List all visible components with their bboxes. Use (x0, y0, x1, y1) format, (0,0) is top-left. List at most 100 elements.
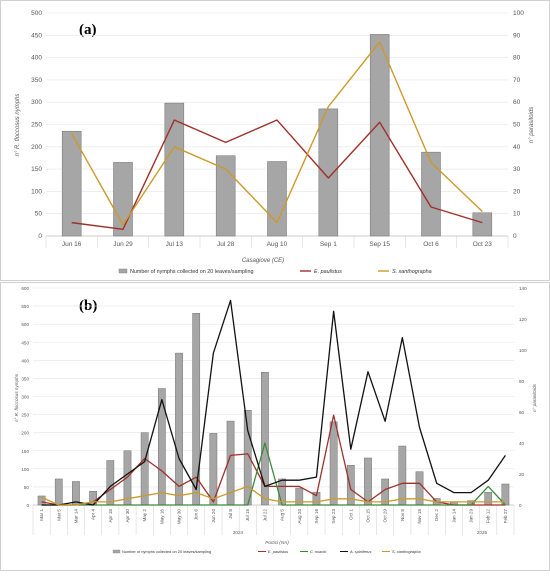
bar (54, 478, 63, 506)
x-tick-label: Jul 15 (245, 509, 250, 522)
y-left-tick-label: 250 (21, 413, 29, 418)
x-tick-label: Jun 16 (62, 241, 82, 248)
bar (140, 432, 149, 506)
panel-b-legend: Number of nymphs collected on 20 leaves/… (112, 549, 421, 554)
y-left-tick-label: 450 (31, 32, 42, 39)
y-right-tick-label: 100 (513, 10, 524, 17)
series-line (41, 414, 506, 506)
y-left-tick-label: 400 (21, 358, 29, 363)
y-left-tick-label: 100 (21, 467, 29, 472)
legend-b-label-e-paulistus: E. paulistus (268, 549, 288, 554)
y-right-tick-label: 30 (513, 166, 521, 173)
x-tick-label: Feb 27 (503, 509, 508, 524)
y-right-tick-label: 50 (513, 122, 521, 129)
y-left-tick-label: 150 (31, 166, 42, 173)
y-right-tick-label: 80 (513, 55, 521, 62)
y-left-tick-label: 0 (38, 233, 42, 240)
y-right-tick-label: 40 (513, 144, 521, 151)
bar (61, 130, 82, 237)
y-left-tick-label: 50 (35, 211, 43, 218)
panel-a-chart: (a) Casagiove (CE) n° R. floccosus nymph… (0, 0, 550, 281)
y-left-tick-label: 200 (31, 144, 42, 151)
bar (192, 313, 201, 506)
bar (267, 161, 287, 237)
y-left-tick-label: 500 (31, 10, 42, 17)
x-tick-label: Sep 15 (369, 241, 390, 248)
series-line (41, 442, 506, 506)
x-tick-label: Nov 15 (417, 509, 422, 524)
x-tick-label: Mar 1 (39, 509, 44, 521)
y-right-tick-label: 20 (513, 188, 521, 195)
x-tick-label: Apr 4 (91, 509, 96, 520)
y-left-tick-label: 150 (21, 449, 29, 454)
y-left-tick-label: 300 (21, 395, 29, 400)
panel-a-x-axis-title: Casagiove (CE) (242, 258, 284, 264)
x-tick-label: Jan 14 (451, 509, 456, 523)
bar (484, 492, 493, 506)
x-tick-label: Nov 8 (400, 509, 405, 521)
y-right-tick-label: 140 (519, 286, 527, 291)
bar (472, 212, 493, 237)
panel-a-label: (a) (79, 22, 97, 38)
bar (415, 471, 424, 506)
y-left-tick-label: 100 (31, 188, 42, 195)
panel-b-y-left-title: n° R. floccosus nymphs (14, 373, 19, 422)
bar (364, 457, 372, 506)
bar (501, 483, 510, 506)
series-line (41, 299, 506, 506)
x-tick-label: Jan 29 (469, 509, 474, 523)
x-tick-label: Oct 29 (383, 509, 388, 523)
x-tick-label: Oct 23 (473, 241, 493, 248)
bar (421, 151, 441, 237)
legend-swatch-nymphs (118, 268, 128, 274)
legend-b-label-a-spiniferus: A. spiniferus (349, 549, 371, 554)
x-tick-label: Aug 5 (280, 509, 285, 521)
y-left-tick-label: 50 (24, 485, 30, 490)
y-right-tick-label: 90 (513, 32, 521, 39)
y-left-tick-label: 450 (21, 340, 29, 345)
bar (329, 421, 338, 506)
year-label-2025: 2025 (477, 530, 488, 535)
bar (318, 108, 339, 237)
y-left-tick-label: 400 (31, 55, 42, 62)
bar (215, 155, 236, 237)
bar (261, 372, 269, 506)
y-left-tick-label: 350 (31, 77, 42, 84)
y-right-tick-label: 0 (519, 503, 522, 508)
y-left-tick-label: 200 (21, 431, 29, 436)
x-tick-label: Jul 28 (217, 241, 235, 248)
y-right-tick-label: 40 (519, 441, 525, 446)
legend-label-e-paulistus: E. paulistus (314, 269, 342, 275)
y-right-tick-label: 20 (519, 472, 525, 477)
y-right-tick-label: 80 (519, 379, 525, 384)
x-tick-label: Jul 13 (166, 241, 184, 248)
x-tick-label: Jun 29 (113, 241, 133, 248)
x-tick-label: Oct 15 (365, 509, 370, 523)
bar (106, 460, 115, 506)
x-tick-label: Mar 14 (73, 509, 78, 524)
y-left-tick-label: 600 (21, 286, 29, 291)
legend-b-label-c-noacki: C. noacki (310, 549, 326, 554)
panel-b-chart: (b) Portici (NA) n° R. floccosus nymphs … (0, 282, 550, 571)
y-right-tick-label: 100 (519, 348, 527, 353)
legend-b-label-s-xanthographa: S. xanthographa (392, 549, 421, 554)
y-right-tick-label: 10 (513, 211, 521, 218)
x-tick-label: Jul 22 (262, 509, 267, 522)
x-tick-label: Feb 12 (486, 509, 491, 524)
y-right-tick-label: 70 (513, 77, 521, 84)
panel-a-legend: Number of nymphs collected on 20 leaves/… (118, 268, 432, 275)
y-right-tick-label: 60 (519, 410, 525, 415)
x-tick-label: Sep 1 (320, 241, 337, 248)
x-tick-label: Jul 8 (228, 509, 233, 519)
x-tick-label: May 30 (177, 509, 182, 525)
y-left-tick-label: 350 (21, 376, 29, 381)
x-tick-label: May 16 (159, 509, 164, 525)
x-tick-label: May 2 (142, 509, 147, 522)
x-tick-label: Dec 2 (434, 509, 439, 521)
bar (398, 445, 407, 506)
y-left-tick-label: 0 (26, 503, 29, 508)
y-left-tick-label: 250 (31, 122, 42, 129)
year-label-2024: 2024 (233, 530, 244, 535)
